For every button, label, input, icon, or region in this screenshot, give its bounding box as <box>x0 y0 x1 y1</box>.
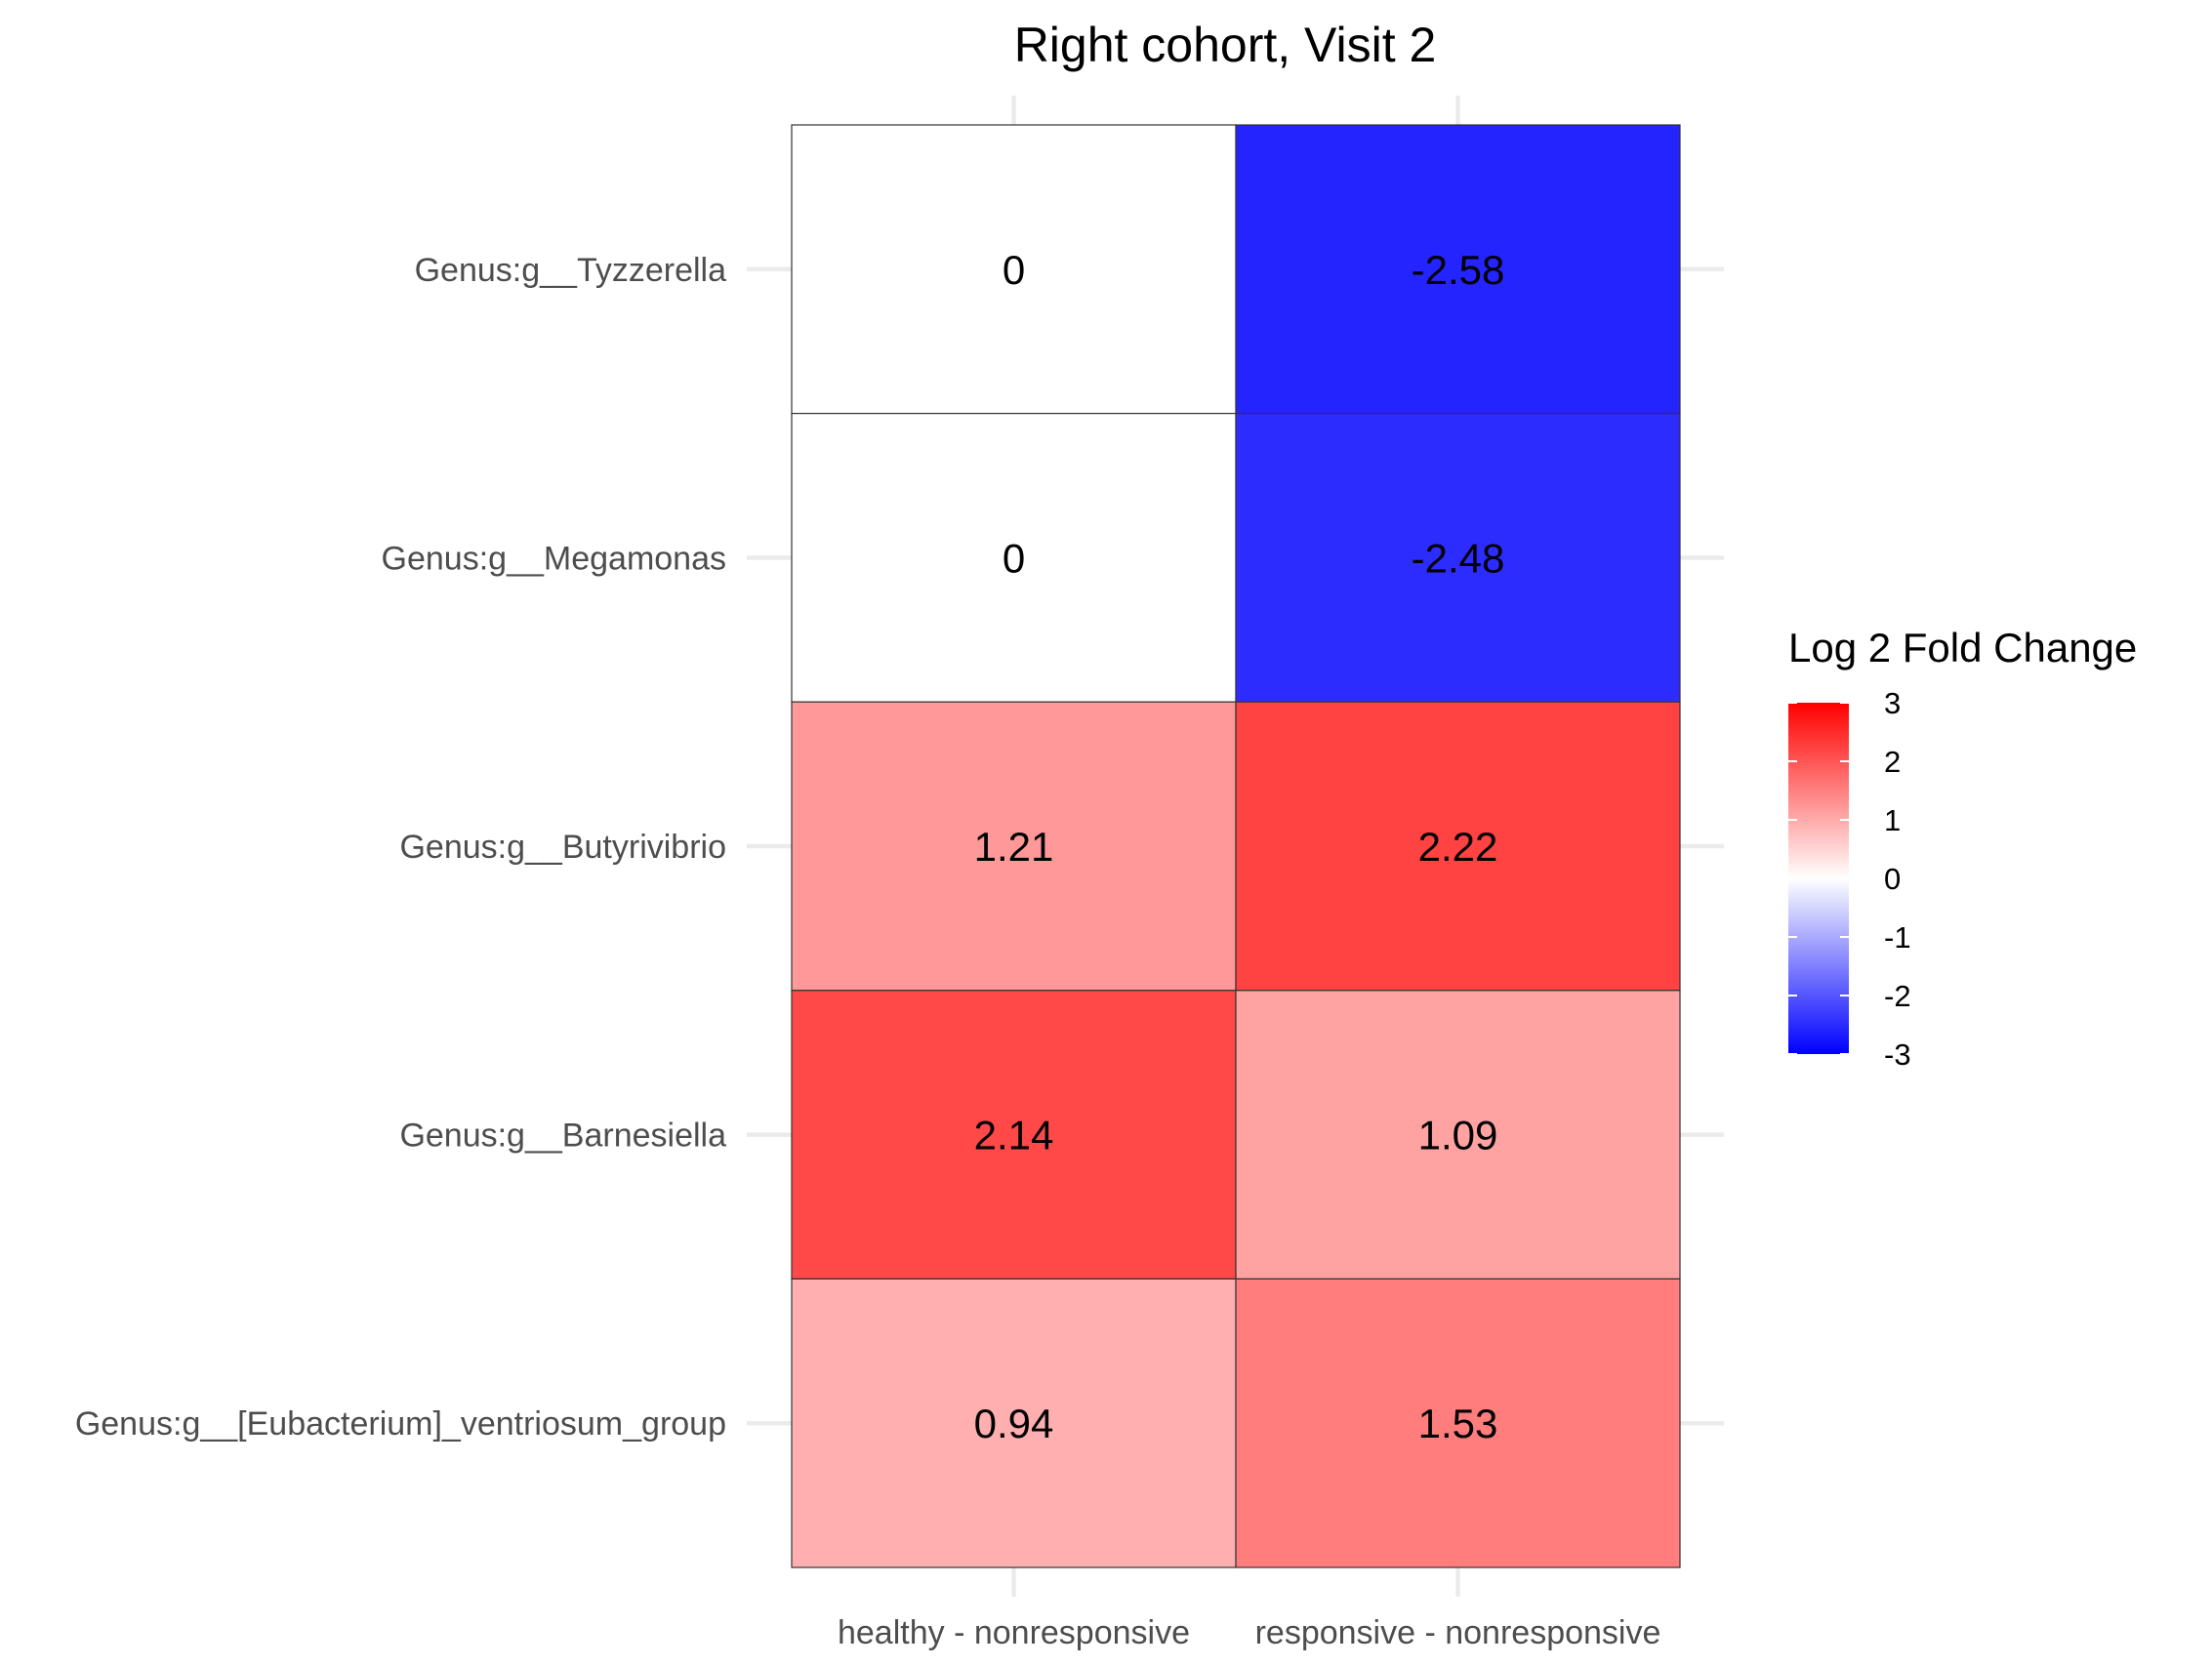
cell-value-label: -2.48 <box>1412 535 1505 581</box>
cell-value-label: 0 <box>1003 535 1025 581</box>
cell-value-label: -2.58 <box>1412 247 1505 293</box>
heatmap-cell <box>791 413 1237 703</box>
y-tick-label: Genus:g__[Eubacterium]_ventriosum_group <box>75 1405 726 1443</box>
heatmap-cell <box>1235 990 1681 1280</box>
y-tick-label: Genus:g__Barnesiella <box>399 1118 726 1155</box>
x-tick-label: responsive - nonresponsive <box>1255 1614 1661 1651</box>
legend-tick-label: 0 <box>1884 862 1901 896</box>
cell-value-label: 2.22 <box>1418 824 1498 870</box>
heatmap-cell <box>1235 1278 1681 1568</box>
cell-value-label: 0.94 <box>974 1401 1054 1446</box>
color-legend: Log 2 Fold Change 3 2 1 0 -1 -2 -3 <box>1788 625 2137 1072</box>
y-tick-label: Genus:g__Butyrivibrio <box>399 829 726 866</box>
heatmap-cell <box>1235 701 1681 992</box>
cell-value-label: 1.53 <box>1418 1401 1498 1446</box>
cell-value-label: 1.09 <box>1418 1113 1498 1159</box>
cell-value-label: 1.21 <box>974 824 1054 870</box>
heatmap-cell <box>791 1278 1237 1568</box>
x-tick-label: healthy - nonresponsive <box>838 1614 1190 1651</box>
heatmap-cell <box>1235 124 1681 415</box>
cell-value-label: 2.14 <box>974 1113 1054 1159</box>
heatmap-cell <box>1235 413 1681 703</box>
legend-title: Log 2 Fold Change <box>1788 625 2137 671</box>
chart-title: Right cohort, Visit 2 <box>1014 18 1437 72</box>
y-tick-label: Genus:g__Tyzzerella <box>415 252 726 289</box>
legend-colorbar <box>1788 703 1849 1054</box>
legend-tick-label: -3 <box>1884 1037 1911 1072</box>
y-axis-tick-labels: Genus:g__Tyzzerella Genus:g__Megamonas Gen… <box>75 252 726 1443</box>
y-tick-label: Genus:g__Megamonas <box>382 540 726 577</box>
legend-tick-label: 1 <box>1884 803 1901 837</box>
heatmap-cell <box>791 990 1237 1280</box>
legend-tick-label: -1 <box>1884 920 1911 955</box>
x-axis-tick-labels: healthy - nonresponsive responsive - nonr… <box>838 1614 1660 1651</box>
legend-tick-label: -2 <box>1884 979 1911 1013</box>
heatmap-cells <box>791 124 1681 1568</box>
legend-tick-label: 3 <box>1884 686 1901 720</box>
legend-ticks: 3 2 1 0 -1 -2 -3 <box>1788 686 1911 1072</box>
legend-tick-label: 2 <box>1884 745 1901 779</box>
cell-value-labels: 0 -2.58 0 -2.48 1.21 2.22 2.14 1.09 0.94 1.53 <box>974 247 1505 1446</box>
heatmap-cell <box>791 701 1237 992</box>
cell-value-label: 0 <box>1003 247 1025 293</box>
